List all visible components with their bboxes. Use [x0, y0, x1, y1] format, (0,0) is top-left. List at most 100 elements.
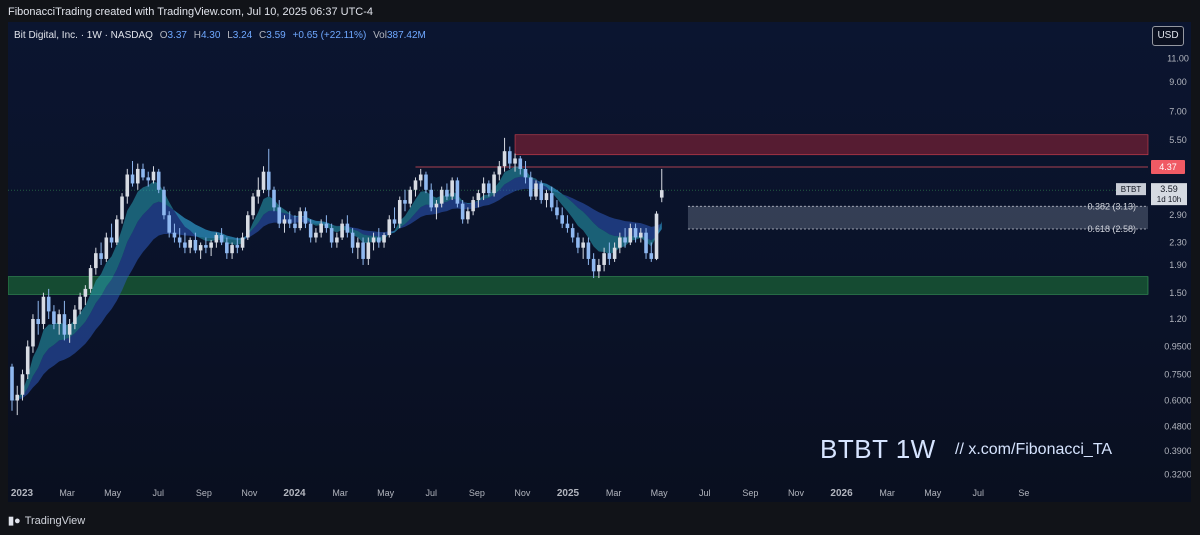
candle-body[interactable]: [188, 239, 192, 248]
candle-body[interactable]: [303, 211, 308, 224]
candle-body[interactable]: [644, 232, 648, 254]
candle-body[interactable]: [659, 190, 664, 198]
candle-body[interactable]: [471, 200, 475, 212]
candle-body[interactable]: [230, 245, 234, 254]
candle-body[interactable]: [570, 228, 575, 238]
candle-body[interactable]: [204, 245, 208, 248]
candle-body[interactable]: [52, 311, 56, 324]
candle-body[interactable]: [251, 196, 255, 216]
candle-body[interactable]: [31, 318, 35, 347]
candle-body[interactable]: [450, 180, 454, 197]
candle-body[interactable]: [356, 242, 360, 248]
candle-body[interactable]: [261, 171, 266, 190]
candle-body[interactable]: [141, 168, 145, 178]
candle-body[interactable]: [314, 232, 318, 238]
candle-body[interactable]: [345, 223, 350, 233]
candle-body[interactable]: [15, 394, 20, 401]
candle-body[interactable]: [382, 235, 386, 243]
candle-body[interactable]: [146, 177, 151, 181]
candle-body[interactable]: [434, 203, 439, 208]
candle-body[interactable]: [560, 215, 564, 224]
candle-body[interactable]: [387, 219, 392, 236]
candle-body[interactable]: [397, 200, 402, 224]
candle-body[interactable]: [57, 314, 61, 324]
candle-body[interactable]: [308, 223, 313, 238]
candle-body[interactable]: [167, 215, 171, 233]
candle-body[interactable]: [36, 318, 40, 324]
candle-body[interactable]: [565, 223, 570, 229]
candle-body[interactable]: [329, 228, 334, 243]
candle-body[interactable]: [591, 258, 596, 272]
candle-body[interactable]: [115, 219, 119, 243]
candle-body[interactable]: [623, 237, 627, 243]
candle-body[interactable]: [497, 166, 502, 175]
candle-body[interactable]: [193, 239, 198, 251]
candle-body[interactable]: [418, 174, 423, 181]
candle-body[interactable]: [335, 237, 339, 243]
candle-body[interactable]: [130, 174, 135, 184]
candle-body[interactable]: [172, 232, 177, 238]
candle-body[interactable]: [539, 183, 544, 201]
candle-body[interactable]: [581, 242, 585, 248]
candle-body[interactable]: [445, 189, 449, 197]
candle-body[interactable]: [73, 309, 77, 324]
candle-body[interactable]: [209, 242, 213, 248]
candle-body[interactable]: [62, 314, 67, 335]
candle-body[interactable]: [476, 193, 481, 201]
candle-body[interactable]: [607, 253, 612, 259]
candle-body[interactable]: [235, 245, 240, 248]
candle-body[interactable]: [125, 174, 130, 197]
candle-body[interactable]: [104, 237, 109, 259]
candle-body[interactable]: [151, 171, 156, 181]
candle-body[interactable]: [466, 211, 470, 220]
candle-body[interactable]: [156, 171, 161, 190]
candle-body[interactable]: [282, 219, 287, 224]
candle-body[interactable]: [528, 177, 533, 197]
candle-body[interactable]: [513, 158, 517, 164]
candle-body[interactable]: [219, 235, 224, 243]
candle-body[interactable]: [298, 211, 302, 229]
candle-body[interactable]: [240, 237, 245, 248]
candle-body[interactable]: [429, 189, 433, 208]
candle-body[interactable]: [214, 235, 219, 243]
chart-frame[interactable]: 0.382 (3.13) 0.618 (2.58) 11.00 9.00 7.00 5.5…: [8, 22, 1191, 502]
candle-body[interactable]: [455, 180, 460, 204]
candle-body[interactable]: [654, 213, 659, 259]
candle-body[interactable]: [508, 151, 512, 164]
candle-body[interactable]: [183, 242, 187, 248]
currency-button[interactable]: USD: [1152, 26, 1184, 46]
candle-body[interactable]: [602, 253, 606, 265]
candle-body[interactable]: [523, 168, 528, 178]
candle-body[interactable]: [460, 203, 465, 220]
candle-body[interactable]: [618, 237, 622, 248]
candle-body[interactable]: [266, 171, 271, 190]
candle-body[interactable]: [46, 296, 51, 312]
candle-body[interactable]: [424, 174, 428, 190]
candle-body[interactable]: [481, 183, 486, 194]
candle-body[interactable]: [371, 237, 376, 243]
candle-body[interactable]: [324, 223, 329, 229]
candle-body[interactable]: [41, 296, 46, 324]
candle-body[interactable]: [597, 264, 601, 272]
candle-body[interactable]: [272, 189, 276, 208]
candle-body[interactable]: [612, 247, 617, 259]
candle-body[interactable]: [256, 189, 261, 197]
candle-body[interactable]: [88, 268, 93, 289]
candle-body[interactable]: [439, 189, 444, 204]
candle-body[interactable]: [109, 237, 114, 243]
candle-body[interactable]: [225, 242, 229, 254]
candle-body[interactable]: [392, 219, 397, 224]
candle-body[interactable]: [246, 215, 250, 238]
candle-body[interactable]: [162, 189, 166, 216]
candle-body[interactable]: [408, 189, 413, 204]
candle-body[interactable]: [99, 253, 103, 259]
candle-body[interactable]: [78, 296, 82, 310]
candle-body[interactable]: [277, 207, 282, 224]
candle-body[interactable]: [10, 366, 14, 401]
candle-body[interactable]: [544, 193, 549, 201]
candle-body[interactable]: [555, 207, 559, 216]
candle-body[interactable]: [377, 237, 381, 243]
candle-body[interactable]: [67, 323, 72, 335]
candle-body[interactable]: [639, 232, 643, 238]
candle-body[interactable]: [340, 223, 344, 238]
